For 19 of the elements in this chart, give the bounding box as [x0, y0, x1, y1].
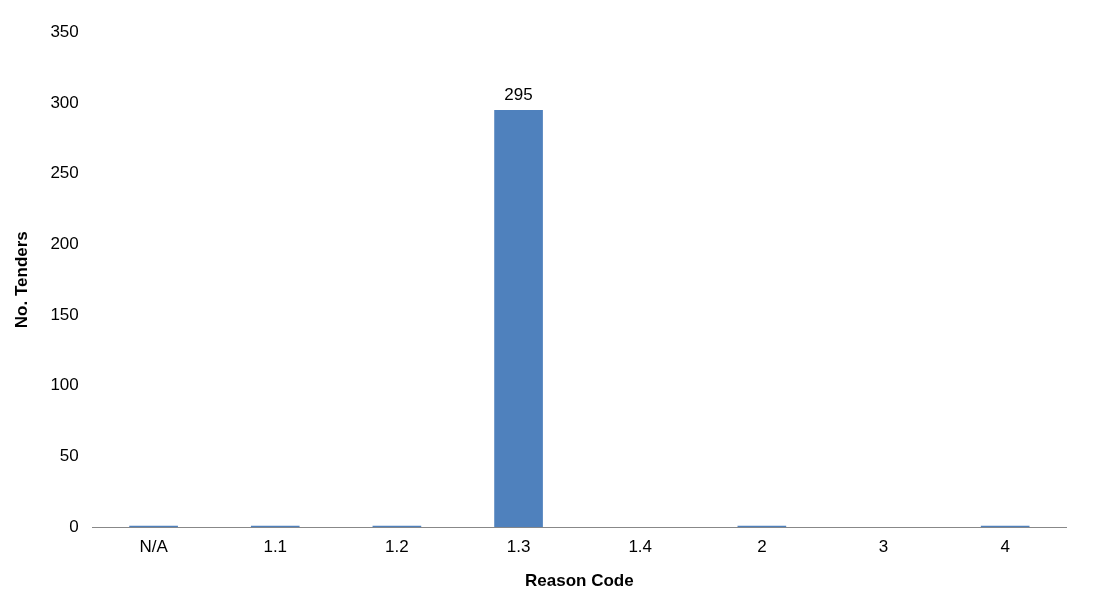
y-axis-title: No. Tenders: [11, 231, 31, 329]
y-tick-label: 100: [50, 375, 79, 395]
y-tick-label: 250: [50, 163, 79, 183]
y-tick-label: 150: [50, 304, 79, 324]
x-tick-label: N/A: [139, 537, 169, 557]
y-tick-label: 0: [69, 516, 79, 536]
y-tick-label: 200: [50, 234, 79, 254]
x-tick-label: 1.3: [506, 537, 531, 557]
y-tick-label: 350: [50, 21, 79, 41]
x-tick-label: 3: [878, 537, 889, 557]
y-tick-label: 50: [59, 446, 79, 466]
x-tick-label: 4: [1000, 537, 1010, 557]
x-axis-title: Reason Code: [525, 571, 634, 591]
y-tick-label: 300: [50, 92, 79, 112]
x-tick-label: 1.4: [628, 537, 653, 557]
data-label: 295: [504, 85, 533, 105]
x-tick-label: 2: [757, 537, 767, 557]
x-tick-label: 1.2: [385, 537, 409, 557]
x-tick-label: 1.1: [263, 537, 288, 557]
